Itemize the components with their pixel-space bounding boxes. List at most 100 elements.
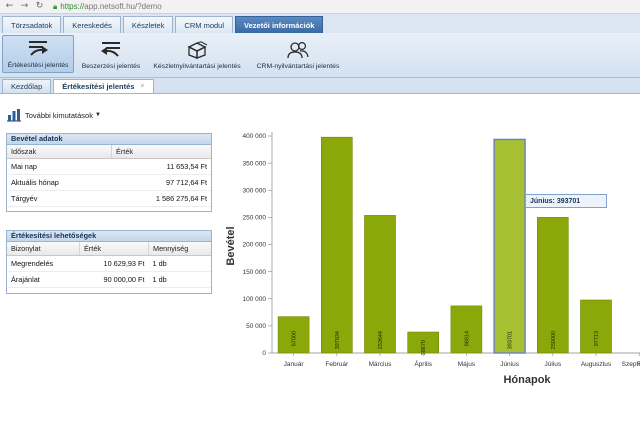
bar-value-label: 0 [637, 361, 640, 364]
quantity-cell: 1 db [148, 271, 211, 288]
more-reports-button[interactable]: További kimutatások ▼ [6, 108, 101, 122]
x-axis-ticks: Január Február Március Április Május Június Jú… [284, 353, 640, 368]
y-tick-label: 200 000 [243, 242, 267, 249]
bar-value-labels: 67000 397834 253644 38670 86814 393701 250000 9… [292, 331, 640, 364]
sales-report-button[interactable]: Értékesítési jelentés [2, 35, 74, 73]
y-tick-label: 350 000 [243, 160, 267, 167]
bar-value-label: 67000 [292, 331, 298, 346]
value-cell: 10 629,93 Ft [79, 255, 149, 272]
chart-bar [321, 136, 353, 354]
x-tick-label: Május [458, 361, 476, 368]
table-row[interactable]: Megrendelés 10 629,93 Ft 1 db [7, 255, 211, 272]
x-tick-label: Június [500, 361, 520, 368]
report-toolbar: További kimutatások ▼ [0, 104, 640, 126]
sales-report-label: Értékesítési jelentés [7, 62, 69, 69]
column-header[interactable]: Mennyiség [148, 242, 211, 256]
back-arrow-icon[interactable]: ← [5, 1, 14, 11]
chart-bars [277, 136, 612, 354]
value-cell: 97 712,64 Ft [111, 174, 211, 191]
bar-value-label: 250000 [551, 331, 557, 349]
url-scheme: https:// [60, 2, 85, 11]
period-cell: Tárgyév [7, 190, 112, 207]
bar-value-label: 38670 [421, 340, 427, 355]
y-tick-label: 250 000 [243, 215, 267, 222]
report-arrow-left-icon [101, 42, 120, 57]
tab-ertekesitesi-label: Értékesítési jelentés [62, 82, 135, 91]
report-arrow-right-icon [29, 41, 48, 56]
chart-bar [450, 305, 483, 354]
x-tick-label: Február [325, 361, 349, 368]
tab-vezetoi-informaciok[interactable]: Vezetői információk [235, 16, 324, 33]
inventory-report-button[interactable]: Készletnyilvántartási jelentés [148, 35, 246, 73]
browser-address-bar: ← → ↻ 🔒︎ https://app.netsoft.hu/?demo [0, 0, 640, 14]
url-field[interactable]: https://app.netsoft.hu/?demo [60, 2, 161, 11]
opportunities-panel-title: Értékesítési lehetőségek [7, 231, 211, 242]
value-cell: 1 586 275,64 Ft [111, 190, 211, 207]
opportunities-table: Bizonylat Érték Mennyiség Megrendelés 10… [7, 242, 211, 288]
y-tick-label: 300 000 [243, 187, 267, 194]
forward-arrow-icon[interactable]: → [20, 1, 29, 11]
chart-bar [536, 217, 569, 354]
tab-kereskedes[interactable]: Kereskedés [63, 16, 121, 33]
x-tick-label: Január [284, 361, 305, 368]
bar-value-label: 86814 [464, 331, 470, 346]
document-cell: Árajánlat [7, 271, 80, 288]
x-tick-label: Április [414, 359, 432, 368]
reload-icon[interactable]: ↻ [35, 1, 44, 11]
y-tick-label: 50 000 [246, 323, 266, 330]
chart-tooltip: Június: 393701 [525, 194, 607, 208]
revenue-table: Időszak Érték Mai nap 11 653,54 Ft Aktuá… [7, 145, 211, 207]
ribbon-toolbar: Értékesítési jelentés Beszerzési jelenté… [0, 33, 640, 78]
tab-keszletek[interactable]: Készletek [122, 16, 174, 33]
y-tick-label: 0 [262, 350, 266, 357]
column-header[interactable]: Időszak [7, 145, 112, 159]
y-axis-title: Bevétel [225, 226, 237, 265]
chevron-down-icon: ▼ [94, 112, 101, 118]
chart-bar [493, 138, 526, 354]
tab-ertekesitesi-jelentes[interactable]: Értékesítési jelentés × [53, 79, 154, 93]
column-header[interactable]: Érték [79, 242, 149, 256]
x-tick-label: Szeptember [622, 361, 640, 368]
lock-icon: 🔒︎ [53, 1, 58, 11]
tab-kezdolap-label: Kezdőlap [11, 82, 43, 91]
table-row[interactable]: Tárgyév 1 586 275,64 Ft [7, 190, 211, 207]
column-header[interactable]: Bizonylat [7, 242, 80, 256]
bar-chart-icon [7, 109, 21, 122]
tab-kezdolap[interactable]: Kezdőlap [2, 79, 52, 93]
y-axis-ticks: 0 50 000 100 000 150 000 200 000 250 000 300 0… [243, 133, 267, 357]
close-icon[interactable]: × [140, 83, 145, 90]
opportunities-panel: Értékesítési lehetőségek Bizonylat Érték… [6, 230, 212, 294]
x-tick-label: Augusztus [581, 361, 612, 368]
purchase-report-button[interactable]: Beszerzési jelentés [78, 35, 144, 73]
table-row[interactable]: Aktuális hónap 97 712,64 Ft [7, 174, 211, 191]
x-tick-label: Március [369, 361, 393, 368]
page-tab-bar: Kezdőlap Értékesítési jelentés × [0, 78, 640, 94]
module-tab-bar: Törzsadatok Kereskedés Készletek CRM mod… [0, 14, 640, 33]
quantity-cell: 1 db [148, 255, 211, 272]
crm-report-label: CRM-nyilvántartási jelentés [256, 63, 340, 70]
value-cell: 90 000,00 Ft [79, 271, 149, 288]
table-row[interactable]: Mai nap 11 653,54 Ft [7, 158, 211, 175]
url-path: app.netsoft.hu/?demo [84, 2, 162, 11]
revenue-panel: Bevétel adatok Időszak Érték Mai nap 11 … [6, 133, 212, 212]
revenue-panel-title: Bevétel adatok [7, 134, 211, 145]
crm-report-button[interactable]: CRM-nyilvántartási jelentés [250, 35, 346, 73]
column-header[interactable]: Érték [111, 145, 211, 159]
y-tick-label: 100 000 [243, 296, 267, 303]
x-tick-label: Július [544, 361, 561, 368]
value-cell: 11 653,54 Ft [111, 158, 211, 175]
inventory-report-label: Készletnyilvántartási jelentés [153, 63, 241, 70]
bar-value-label: 253644 [378, 331, 384, 349]
tab-crm-modul[interactable]: CRM modul [175, 16, 234, 33]
period-cell: Mai nap [7, 158, 112, 175]
x-axis-title: Hónapok [503, 374, 551, 386]
chart-bar [580, 299, 612, 354]
bar-value-label: 397834 [335, 331, 341, 349]
purchase-report-label: Beszerzési jelentés [81, 63, 141, 70]
y-tick-label: 400 000 [243, 133, 267, 140]
bar-value-label: 393701 [508, 331, 514, 349]
tab-torzsadatok[interactable]: Törzsadatok [2, 16, 62, 33]
table-row[interactable]: Árajánlat 90 000,00 Ft 1 db [7, 271, 211, 288]
box-icon [187, 41, 208, 59]
revenue-bar-chart: 0 50 000 100 000 150 000 200 000 250 000 300 0… [225, 132, 640, 386]
